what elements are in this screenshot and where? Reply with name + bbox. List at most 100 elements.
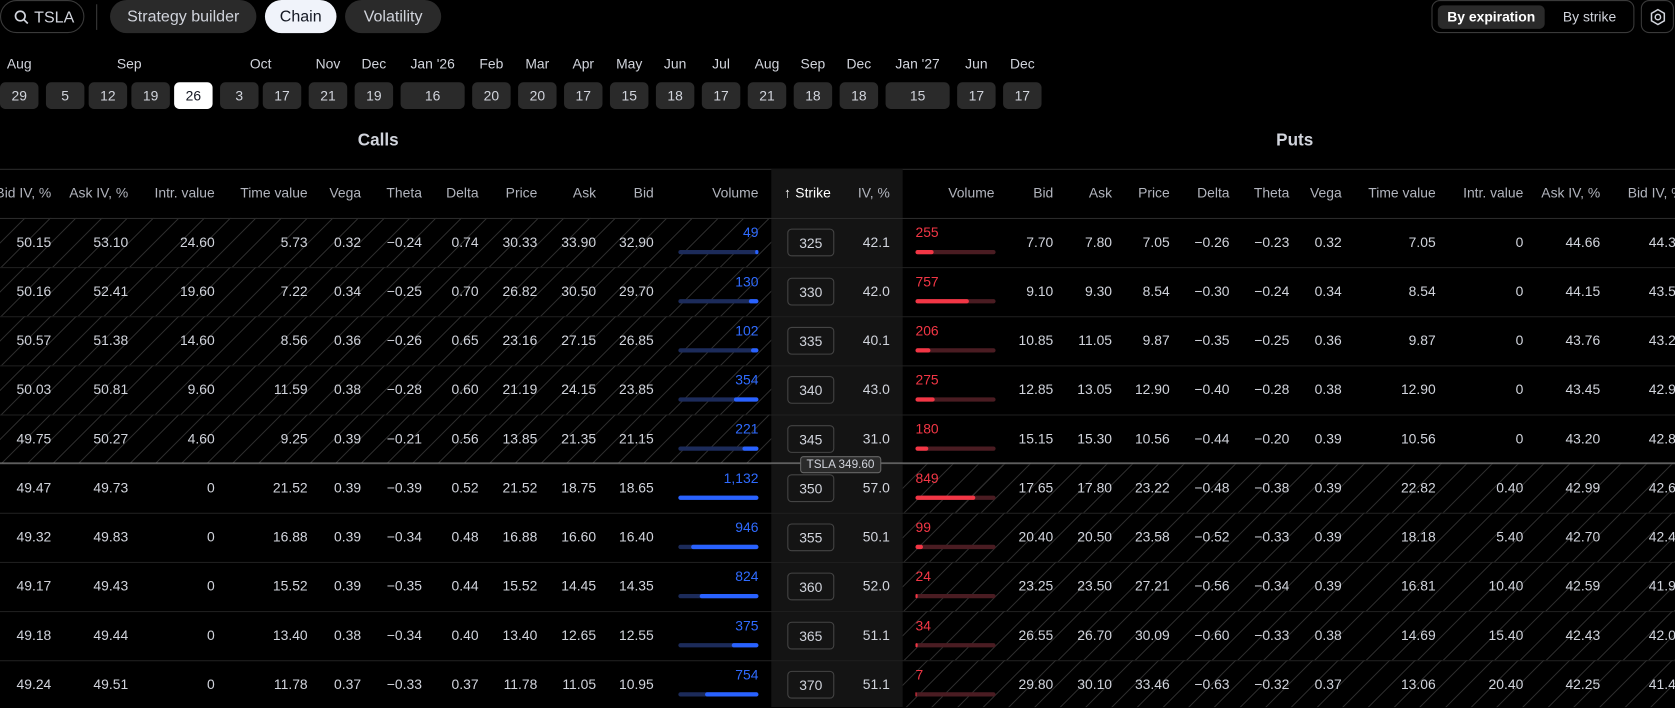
tab[interactable]: Volatility [345,0,442,34]
column-header[interactable]: IV, % [857,184,890,201]
call-cell: −0.33 [386,676,422,693]
column-header[interactable]: Ask [572,184,597,201]
put-cell: −0.40 [1194,381,1230,398]
call-cell: 14.45 [561,577,597,594]
call-cell: 49.32 [16,528,52,545]
call-cell: 13.40 [502,627,538,644]
column-header[interactable]: Time value [240,184,308,201]
column-header[interactable]: Ask IV, % [1541,184,1601,201]
date-button[interactable]: 29 [0,82,39,109]
date-button[interactable]: 17 [701,82,741,109]
date-button[interactable]: 18 [655,82,695,109]
date-button[interactable]: 12 [88,82,128,109]
puts-title: Puts [1276,131,1314,150]
date-button[interactable]: 20 [518,82,557,109]
tab[interactable]: Strategy builder [110,0,257,34]
symbol-search[interactable]: TSLA [0,0,85,34]
column-header[interactable]: Vega [329,184,362,201]
settings-button[interactable] [1640,0,1674,34]
date-button[interactable]: 21 [747,82,787,109]
strike-box[interactable]: 350 [787,474,835,503]
toggle-option[interactable]: By strike [1562,8,1617,25]
strike-box[interactable]: 335 [787,326,835,355]
put-cell: 15.15 [1018,430,1054,447]
put-cell: 10.85 [1018,332,1054,349]
column-header[interactable]: Volume [948,184,995,201]
date-button[interactable]: 16 [400,82,465,109]
column-header[interactable]: Delta [446,184,479,201]
call-cell: 11.78 [503,676,538,693]
volume-track [915,544,996,550]
call-cell: 0 [206,528,215,545]
date-active[interactable]: 26 [174,82,213,109]
toggle-active[interactable]: By expiration [1437,5,1545,29]
column-header[interactable]: Theta [386,184,422,201]
column-header[interactable]: Delta [1197,184,1230,201]
strike-box[interactable]: 365 [787,621,835,650]
column-header[interactable]: Ask [1088,184,1113,201]
strike-box[interactable]: 360 [787,572,835,601]
strike-header[interactable]: ↑ Strike [784,184,831,201]
column-header[interactable]: Vega [1310,184,1342,201]
strike-box[interactable]: 355 [787,523,835,552]
month-label: Apr [572,55,595,72]
call-cell: 30.50 [561,283,597,300]
put-cell: 43.20 [1565,430,1601,447]
date-button[interactable]: 5 [45,82,85,109]
put-cell: 42.61 [1648,479,1675,496]
strike-header-text: Strike [795,184,831,201]
call-cell: −0.21 [386,430,422,447]
date-button[interactable]: 17 [957,82,996,109]
date-button[interactable]: 15 [885,82,950,109]
date-button[interactable]: 19 [354,82,394,109]
date-button[interactable]: 20 [472,82,511,109]
strike-box[interactable]: 340 [787,376,835,404]
date-button[interactable]: 3 [220,82,259,109]
strike-box[interactable]: 370 [787,670,835,699]
call-volume: 946 [735,519,759,536]
date-button[interactable]: 17 [1003,82,1042,109]
call-volume-bar [691,544,759,550]
column-header[interactable]: Bid IV, % [0,184,52,201]
date-button[interactable]: 15 [609,82,649,109]
date-button[interactable]: 19 [131,82,170,109]
tab-active[interactable]: Chain [264,0,337,34]
strike-box[interactable]: 330 [787,277,835,306]
call-volume-bar [733,397,759,402]
put-cell: 0.37 [1314,676,1342,693]
column-header[interactable]: Ask IV, % [69,184,129,201]
call-cell: 0.37 [451,676,479,693]
itm-hatch [902,561,1675,612]
column-header[interactable]: Bid [1033,184,1054,201]
put-cell: 0 [1515,381,1524,398]
put-cell: 0.39 [1314,528,1342,545]
strike-box[interactable]: 345 [787,425,835,453]
month-label: Jan '26 [410,55,455,72]
column-header[interactable]: Bid [633,184,654,201]
put-cell: 41.94 [1648,577,1675,594]
column-header[interactable]: Volume [712,184,759,201]
date-button[interactable]: 17 [262,82,302,109]
date-button[interactable]: 18 [839,82,879,109]
column-header[interactable]: Price [505,184,538,201]
call-cell: −0.28 [386,381,422,398]
date-button[interactable]: 21 [308,82,348,109]
call-cell: 49.73 [93,479,129,496]
volume-track [678,299,759,304]
column-header[interactable]: Price [1138,184,1170,201]
call-cell: 0 [206,479,215,496]
call-cell: 33.90 [561,233,597,250]
column-header[interactable]: Theta [1253,184,1290,201]
column-header[interactable]: Time value [1368,184,1436,201]
strike-box[interactable]: 325 [787,228,835,257]
put-cell: 9.10 [1026,283,1054,300]
column-header[interactable]: Intr. value [154,184,215,201]
month-label: Nov [315,55,341,72]
call-cell: 11.05 [562,676,597,693]
call-cell: 32.90 [618,233,654,250]
date-button[interactable]: 18 [793,82,833,109]
call-cell: 21.19 [502,381,538,398]
column-header[interactable]: Intr. value [1463,184,1524,201]
column-header[interactable]: Bid IV, % [1627,184,1675,201]
date-button[interactable]: 17 [564,82,603,109]
